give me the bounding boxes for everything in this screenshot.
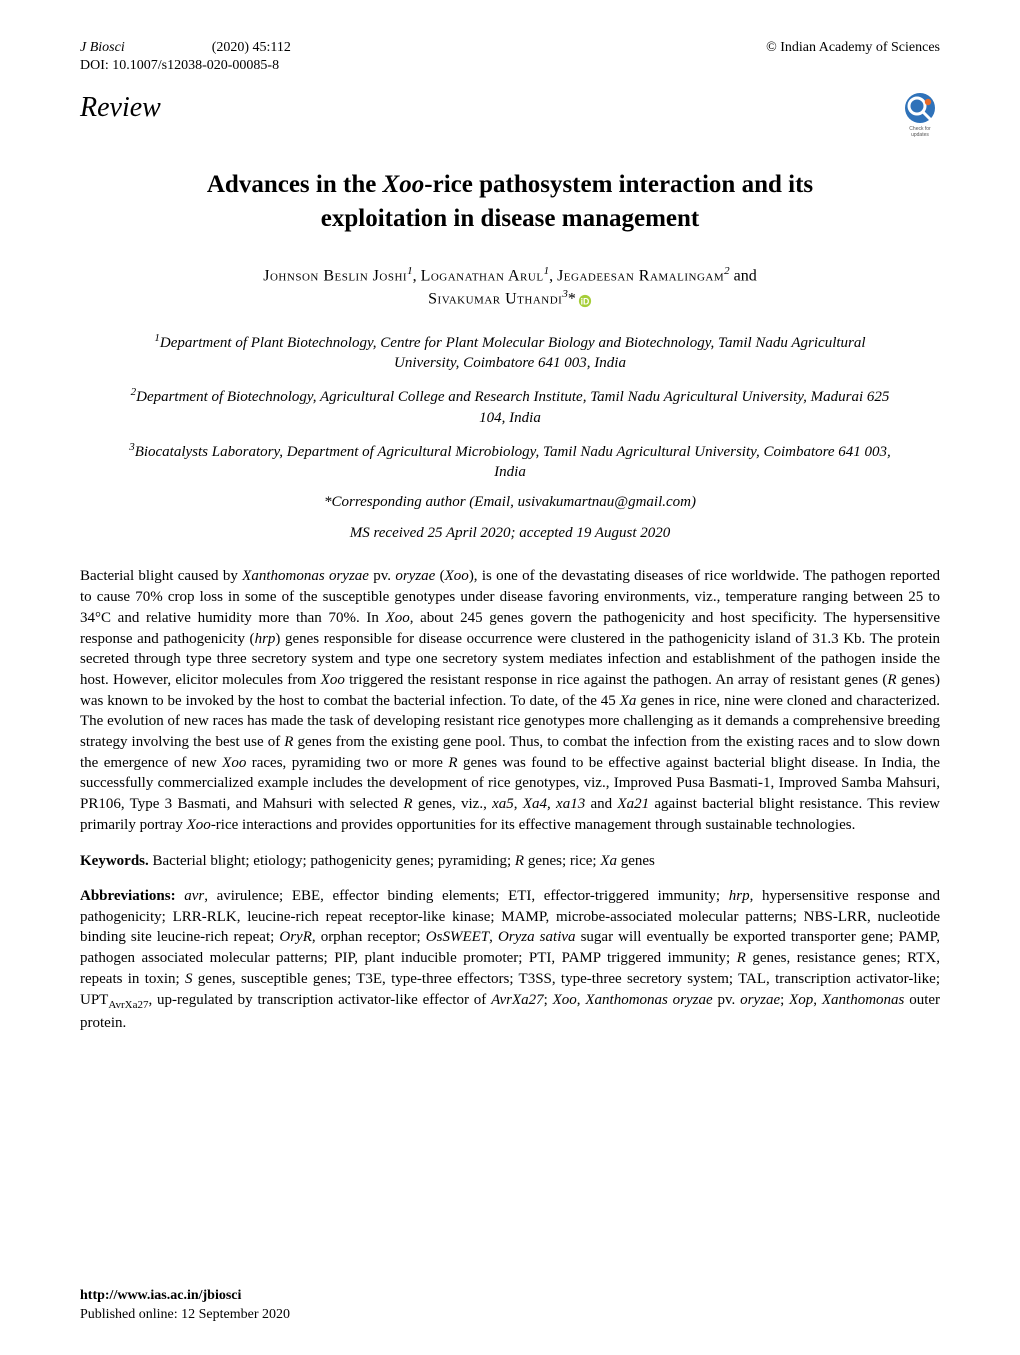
ab-t: , orphan receptor; [312,929,426,945]
ab-t: ; [544,992,553,1008]
affiliation-2: 2Department of Biotechnology, Agricultur… [120,385,900,428]
keywords: Keywords. Bacterial blight; etiology; pa… [80,851,940,872]
ab-t: , [813,992,822,1008]
abs-i: Xoo [445,568,469,584]
svg-text:updates: updates [911,132,929,138]
keywords-label: Keywords. [80,853,149,869]
crossmark-icon: Check for updates [900,92,940,140]
copyright: © Indian Academy of Sciences [766,40,940,56]
doi: DOI: 10.1007/s12038-020-00085-8 [80,58,940,74]
kw-t: genes; rice; [524,853,600,869]
footer: http://www.ias.ac.in/jbiosci Published o… [80,1286,290,1325]
ab-i: Xanthomonas oryzae [585,992,712,1008]
abs-t: , [514,796,523,812]
abs-i: Xa4 [523,796,547,812]
affil-1-text: Department of Plant Biotechnology, Centr… [160,335,866,371]
title-part1b: -rice pathosystem interaction and its [424,171,813,198]
ab-i: Xoo [553,992,577,1008]
ab-sub: AvrXa27 [108,999,148,1011]
abs-i: hrp [255,631,276,647]
sep: , [413,267,421,284]
author-1: Johnson Beslin Joshi [263,267,407,284]
affiliation-3: 3Biocatalysts Laboratory, Department of … [120,440,900,483]
author-4: Sivakumar Uthandi [428,291,562,308]
ab-i: avr [184,888,204,904]
journal-name: J Biosci [80,40,125,55]
ab-i: OryR [279,929,312,945]
abs-i: xa13 [556,796,585,812]
and: and [730,267,757,284]
kw-i: Xa [600,853,617,869]
abs-t: races, pyramiding two or more [246,755,448,771]
sep: , [549,267,557,284]
ab-i: hrp [729,888,750,904]
abs-i: R [403,796,412,812]
kw-t: Bacterial blight; etiology; pathogenicit… [149,853,515,869]
affiliation-1: 1Department of Plant Biotechnology, Cent… [120,331,900,374]
abs-i: oryzae [395,568,435,584]
ab-t: , [489,929,498,945]
review-badge-row: Review Check for updates [80,92,940,140]
abs-t: and [585,796,617,812]
abs-i: xa5 [492,796,514,812]
ab-i: oryzae [740,992,780,1008]
footer-pub-date: Published online: 12 September 2020 [80,1305,290,1325]
corresponding-author: *Corresponding author (Email, usivakumar… [80,494,940,511]
affil-3-text: Biocatalysts Laboratory, Department of A… [135,444,891,480]
orcid-icon[interactable]: iD [578,293,592,307]
title-part1: Advances in the [207,171,383,198]
ab-t: ; [780,992,789,1008]
ab-t: pv. [713,992,740,1008]
title-ital: Xoo [383,171,425,198]
ab-i: Oryza sativa [498,929,576,945]
header-left: J Biosci (2020) 45:112 [80,40,291,56]
ab-i: S [185,971,193,987]
kw-i: R [515,853,524,869]
ab-t [176,888,185,904]
footer-url[interactable]: http://www.ias.ac.in/jbiosci [80,1286,290,1306]
abs-t: ( [435,568,444,584]
crossmark-badge[interactable]: Check for updates [900,92,940,140]
header-row: J Biosci (2020) 45:112 © Indian Academy … [80,40,940,56]
abbreviations: Abbreviations: avr, avirulence; EBE, eff… [80,886,940,1033]
abs-t: -rice interactions and provides opportun… [211,817,856,833]
ab-i: AvrXa27 [491,992,544,1008]
abs-t: , [547,796,556,812]
ab-t: , avirulence; EBE, effector binding elem… [204,888,729,904]
abs-t: Bacterial blight caused by [80,568,242,584]
affil-2-text: Department of Biotechnology, Agricultura… [136,389,889,425]
abs-t: pv. [369,568,395,584]
authors: Johnson Beslin Joshi1, Loganathan Arul1,… [80,264,940,311]
ab-i: Xanthomonas [822,992,905,1008]
abs-i: Xoo [222,755,246,771]
kw-t: genes [617,853,655,869]
abs-i: Xoo [187,817,211,833]
ab-t: , up-regulated by transcription activato… [148,992,491,1008]
abs-t: triggered the resistant response in rice… [345,672,888,688]
ab-i: OsSWEET [426,929,489,945]
review-label: Review [80,92,161,124]
abs-i: Xoo [386,610,410,626]
abstract: Bacterial blight caused by Xanthomonas o… [80,566,940,835]
ab-i: Xop [789,992,813,1008]
author-4-star: * [568,291,576,308]
abs-i: Xa21 [617,796,649,812]
ab-i: R [737,950,746,966]
abs-i: R [887,672,896,688]
ms-dates: MS received 25 April 2020; accepted 19 A… [80,525,940,542]
title-part2: exploitation in disease management [321,205,699,232]
author-2: Loganathan Arul [421,267,544,284]
author-3: Jegadeesan Ramalingam [557,267,724,284]
abs-i: Xanthomonas oryzae [242,568,369,584]
abs-t: genes, viz., [413,796,493,812]
article-title: Advances in the Xoo-rice pathosystem int… [120,168,900,236]
svg-text:iD: iD [580,296,589,306]
abs-i: Xa [620,693,637,709]
abbrev-label: Abbreviations: [80,888,176,904]
abs-i: R [448,755,457,771]
year-issue: (2020) 45:112 [212,40,291,55]
abs-i: Xoo [321,672,345,688]
